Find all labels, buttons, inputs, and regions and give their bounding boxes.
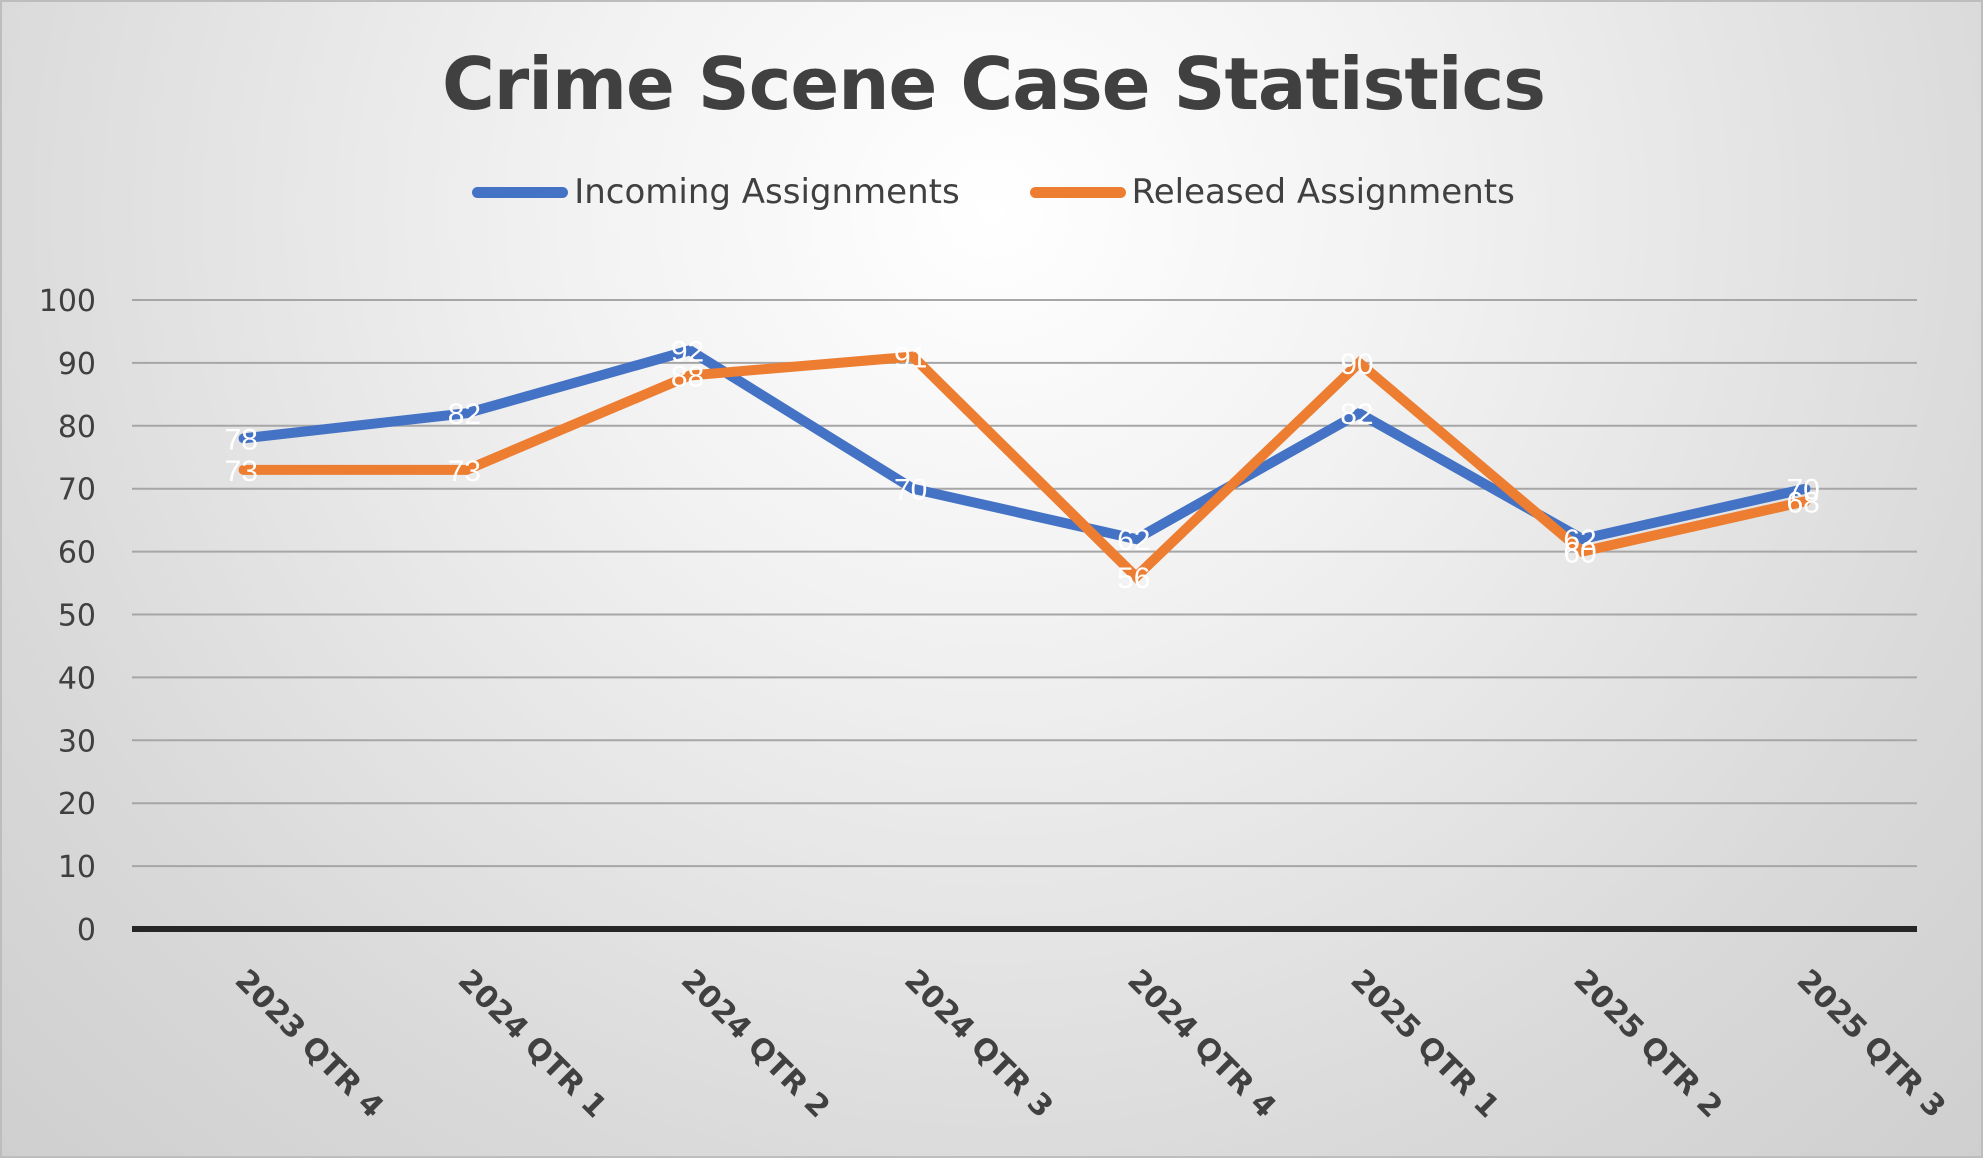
data-label-incoming-6: 62 bbox=[1563, 524, 1596, 557]
x-tick-label-1: 2024 QTR 1 bbox=[451, 963, 613, 1125]
data-label-released-5: 90 bbox=[1340, 348, 1373, 381]
data-label-incoming-5: 82 bbox=[1340, 398, 1373, 431]
data-label-released-2: 88 bbox=[671, 360, 704, 393]
x-tick-label-0: 2023 QTR 4 bbox=[228, 963, 390, 1125]
data-label-released-7: 68 bbox=[1786, 486, 1819, 519]
data-label-incoming-3: 70 bbox=[894, 474, 927, 507]
x-tick-label-6: 2025 QTR 2 bbox=[1567, 963, 1729, 1125]
data-label-incoming-2: 92 bbox=[671, 335, 704, 368]
y-tick-label-0: 0 bbox=[77, 913, 96, 948]
x-tick-label-5: 2025 QTR 1 bbox=[1344, 963, 1506, 1125]
x-tick-label-4: 2024 QTR 4 bbox=[1120, 963, 1282, 1125]
data-label-released-1: 73 bbox=[448, 455, 481, 488]
data-label-incoming-1: 82 bbox=[448, 398, 481, 431]
data-label-released-4: 56 bbox=[1117, 562, 1150, 595]
legend-label-incoming: Incoming Assignments bbox=[574, 172, 960, 212]
data-label-incoming-0: 78 bbox=[225, 423, 258, 456]
legend-item-released: Released Assignments bbox=[1029, 172, 1515, 212]
y-tick-label-70: 70 bbox=[58, 473, 96, 508]
data-label-released-6: 60 bbox=[1563, 537, 1596, 570]
x-tick-label-3: 2024 QTR 3 bbox=[897, 963, 1059, 1125]
y-tick-label-20: 20 bbox=[58, 787, 96, 822]
x-tick-label-7: 2025 QTR 3 bbox=[1790, 963, 1952, 1125]
y-tick-label-100: 100 bbox=[39, 284, 96, 319]
y-tick-label-90: 90 bbox=[58, 347, 96, 382]
y-tick-label-40: 40 bbox=[58, 661, 96, 696]
y-tick-label-10: 10 bbox=[58, 850, 96, 885]
y-tick-label-30: 30 bbox=[58, 724, 96, 759]
y-tick-label-60: 60 bbox=[58, 536, 96, 571]
legend-item-incoming: Incoming Assignments bbox=[472, 172, 960, 212]
data-label-incoming-7: 70 bbox=[1786, 474, 1819, 507]
legend-swatch-released bbox=[1029, 186, 1126, 198]
data-label-released-3: 91 bbox=[894, 342, 927, 375]
legend-swatch-incoming bbox=[472, 186, 569, 198]
y-tick-label-80: 80 bbox=[58, 410, 96, 445]
y-tick-label-50: 50 bbox=[58, 599, 96, 634]
series-line-incoming bbox=[238, 344, 1811, 545]
series-line-released bbox=[238, 351, 1811, 584]
legend: Incoming Assignments Released Assignment… bbox=[2, 172, 1983, 212]
data-label-incoming-4: 62 bbox=[1117, 524, 1150, 557]
x-tick-label-2: 2024 QTR 2 bbox=[674, 963, 836, 1125]
data-label-released-0: 73 bbox=[225, 455, 258, 488]
chart-title: Crime Scene Case Statistics bbox=[441, 42, 1546, 126]
legend-label-released: Released Assignments bbox=[1131, 172, 1515, 212]
